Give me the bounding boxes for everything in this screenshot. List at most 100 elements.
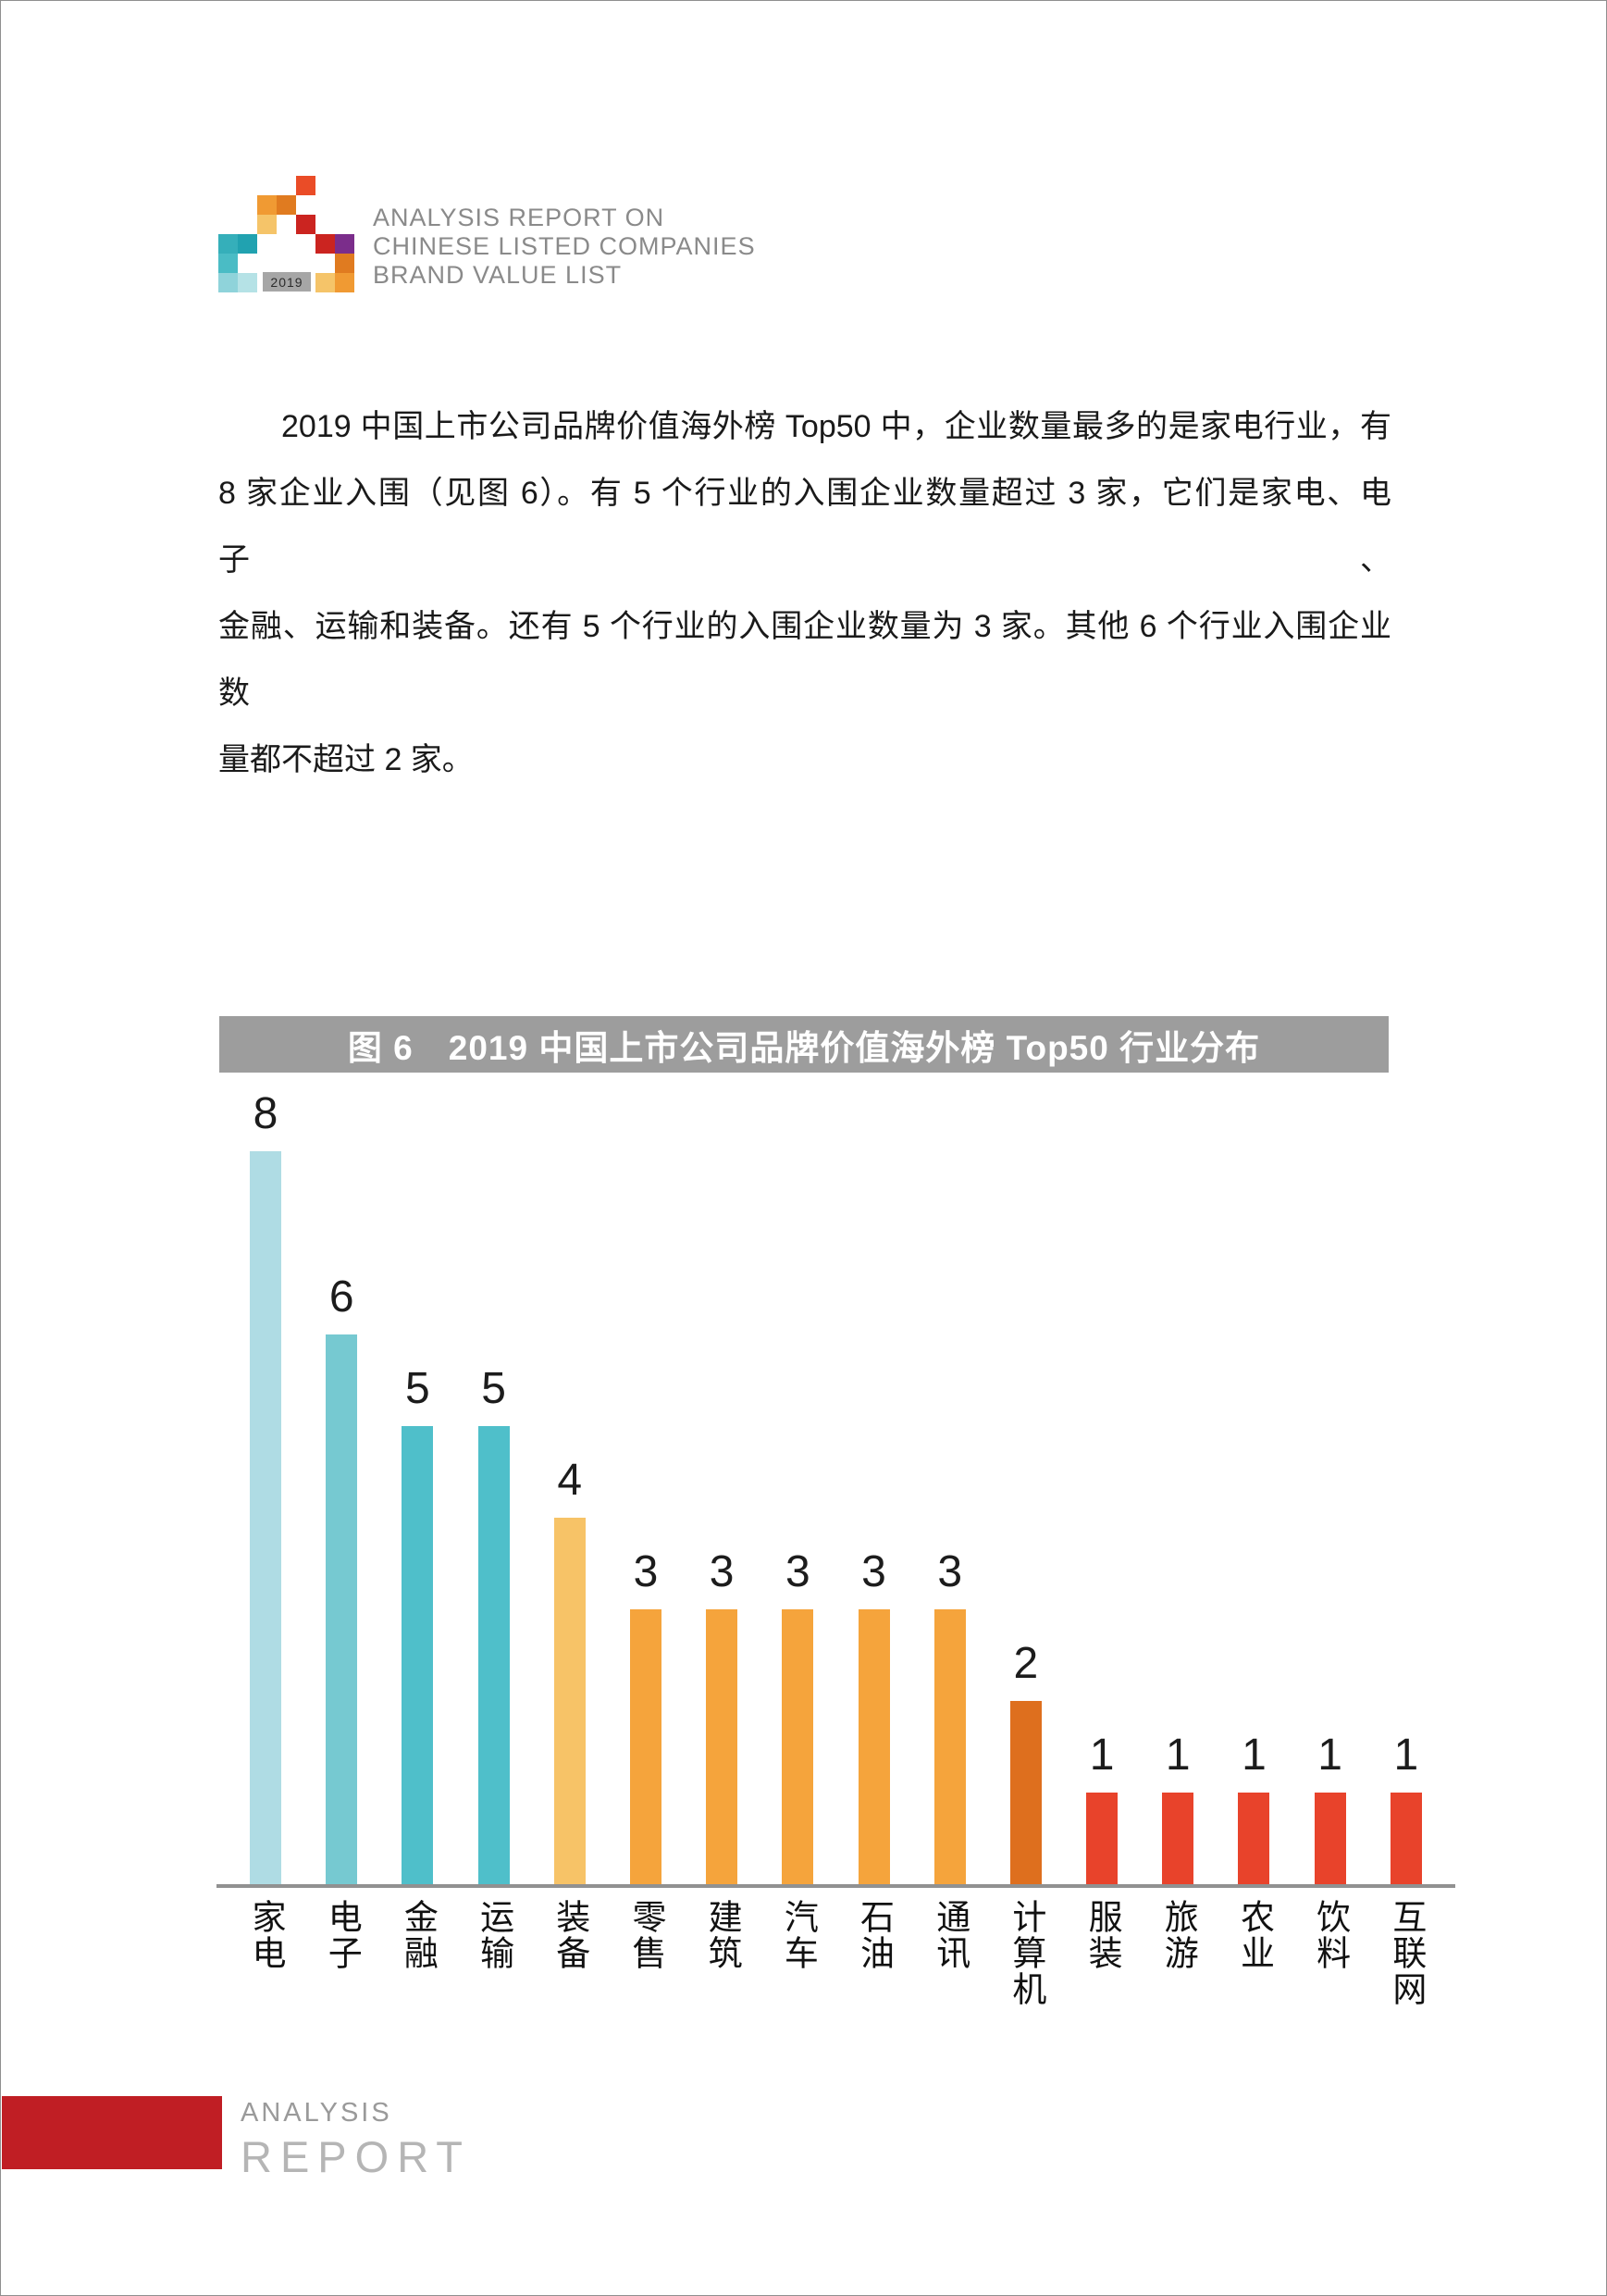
bar — [1314, 1793, 1346, 1884]
logo-square — [315, 273, 335, 292]
bar-column: 3 — [629, 1546, 661, 1884]
category-label: 饮料 — [1311, 1899, 1350, 2007]
bar-column: 1 — [1086, 1730, 1119, 1884]
logo-square — [257, 195, 277, 215]
bar-value-label: 1 — [1393, 1731, 1419, 1780]
logo-wordmark-line2: CHINESE LISTED COMPANIES — [373, 232, 756, 260]
logo-square — [335, 254, 354, 273]
category-label: 电子 — [323, 1899, 361, 2007]
bar-column: 2 — [1009, 1638, 1042, 1884]
bar-value-label: 2 — [1013, 1639, 1039, 1688]
bar — [858, 1609, 890, 1884]
category-label-text: 互联网 — [1387, 1899, 1426, 2007]
bar-value-label: 1 — [1317, 1731, 1342, 1780]
bar-value-label: 3 — [937, 1547, 963, 1596]
paragraph-line: 金融、运输和装备。还有 5 个行业的入围企业数量为 3 家。其他 6 个行业入围… — [218, 609, 1391, 711]
logo-square — [218, 234, 238, 254]
bar-value-label: 3 — [861, 1547, 886, 1596]
category-label-text: 通讯 — [931, 1899, 970, 1971]
bar-value-label: 3 — [709, 1547, 735, 1596]
bar-value-label: 3 — [633, 1547, 659, 1596]
logo-square — [296, 215, 315, 234]
bar — [1086, 1793, 1119, 1884]
logo-square — [315, 234, 335, 254]
category-label: 零售 — [627, 1899, 665, 2007]
category-label-text: 服装 — [1083, 1899, 1122, 1971]
logo-wordmark-line3: BRAND VALUE LIST — [373, 261, 623, 289]
category-label: 旅游 — [1159, 1899, 1198, 2007]
logo-square — [257, 215, 277, 234]
category-label: 农业 — [1235, 1899, 1274, 2007]
bar-column: 5 — [477, 1363, 510, 1884]
category-label-text: 金融 — [399, 1899, 438, 1971]
category-label: 汽车 — [779, 1899, 817, 2007]
bar — [477, 1426, 510, 1884]
category-label-text: 饮料 — [1311, 1899, 1350, 1971]
bar-column: 5 — [402, 1363, 434, 1884]
paragraph-line: 2019 中国上市公司品牌价值海外榜 Top50 中，企业数量最多的是家电行业，… — [281, 409, 1391, 444]
category-label-text: 旅游 — [1159, 1899, 1198, 1971]
category-label: 服装 — [1083, 1899, 1122, 2007]
bar-value-label: 3 — [785, 1547, 810, 1596]
bar-column: 3 — [858, 1546, 890, 1884]
bar — [933, 1609, 966, 1884]
bar — [250, 1151, 281, 1884]
bar — [1238, 1793, 1270, 1884]
category-label-text: 农业 — [1235, 1899, 1274, 1971]
bar-column: 1 — [1390, 1730, 1422, 1884]
category-label-text: 建筑 — [703, 1899, 742, 1971]
bar — [1009, 1701, 1042, 1884]
footer-analysis-label: ANALYSIS — [241, 2098, 392, 2128]
bar-column: 4 — [553, 1455, 586, 1884]
logo-square — [218, 254, 238, 273]
category-label: 装备 — [550, 1899, 589, 2007]
logo-square — [335, 234, 354, 254]
bar — [782, 1609, 814, 1884]
body-paragraph: 2019 中国上市公司品牌价值海外榜 Top50 中，企业数量最多的是家电行业，… — [218, 393, 1391, 793]
category-label: 计算机 — [1007, 1899, 1045, 2007]
category-label-text: 运输 — [475, 1899, 513, 1971]
logo-square — [277, 195, 296, 215]
figure-title-bar: 图 6 2019 中国上市公司品牌价值海外榜 Top50 行业分布 — [219, 1016, 1389, 1073]
bar — [326, 1334, 358, 1884]
footer-wordmark: ANALYSIS REPORT — [241, 2098, 471, 2182]
bar-value-label: 4 — [557, 1456, 583, 1505]
bar-column: 3 — [706, 1546, 738, 1884]
paragraph-line: 量都不超过 2 家。 — [218, 742, 474, 777]
bar — [553, 1518, 586, 1884]
bar-value-label: 1 — [1165, 1731, 1191, 1780]
bar-value-label: 5 — [405, 1364, 430, 1413]
bar — [629, 1609, 661, 1884]
chart-category-labels: 家电 电子 金融 运输 装备 零售 建筑 汽车 石油 通讯 计算机 服装 旅游 农业 饮料 互联网 — [216, 1899, 1455, 2007]
logo-square — [335, 273, 354, 292]
category-label-text: 石油 — [855, 1899, 894, 1971]
category-label: 家电 — [247, 1899, 285, 2007]
bar-value-label: 1 — [1089, 1731, 1115, 1780]
logo-year-badge: 2019 — [263, 272, 311, 292]
figure-6-bar-chart: 8 6 5 5 4 3 3 3 3 3 2 1 1 1 1 1 — [216, 1089, 1455, 1888]
bar — [1162, 1793, 1194, 1884]
category-label: 互联网 — [1387, 1899, 1426, 2007]
category-label: 石油 — [855, 1899, 894, 2007]
logo-square — [238, 234, 257, 254]
bar-value-label: 6 — [328, 1272, 354, 1322]
category-label: 建筑 — [703, 1899, 742, 2007]
bar-column: 8 — [250, 1088, 281, 1884]
bar — [1390, 1793, 1422, 1884]
category-label-text: 家电 — [247, 1899, 285, 1971]
bar-value-label: 1 — [1242, 1731, 1267, 1780]
bar-column: 3 — [933, 1546, 966, 1884]
category-label: 运输 — [475, 1899, 513, 2007]
bar — [402, 1426, 434, 1884]
bar-column: 1 — [1314, 1730, 1346, 1884]
category-label-text: 计算机 — [1007, 1899, 1045, 2007]
bar-column: 6 — [326, 1272, 358, 1884]
bar-column: 3 — [782, 1546, 814, 1884]
paragraph-line: 8 家企业入围（见图 6）。有 5 个行业的入围企业数量超过 3 家，它们是家电… — [218, 476, 1391, 577]
footer-accent-block — [2, 2096, 222, 2169]
logo-square — [238, 273, 257, 292]
logo-square — [296, 176, 315, 195]
brand-logo-mosaic: 2019 — [218, 176, 355, 293]
bar — [706, 1609, 738, 1884]
category-label-text: 装备 — [550, 1899, 589, 1971]
